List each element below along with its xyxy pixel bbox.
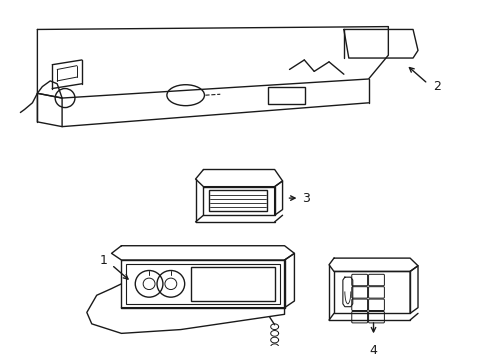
Bar bbox=[126, 264, 279, 304]
Text: 3: 3 bbox=[302, 192, 309, 204]
Text: 2: 2 bbox=[432, 80, 440, 93]
Bar bbox=[209, 190, 266, 211]
Text: 1: 1 bbox=[100, 253, 107, 266]
Text: 4: 4 bbox=[369, 344, 377, 357]
Bar bbox=[190, 267, 274, 301]
Bar bbox=[267, 87, 305, 104]
